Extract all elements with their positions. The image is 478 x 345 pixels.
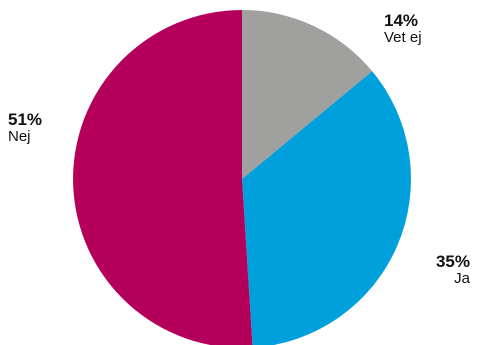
slice-value-nej: 51% [8,110,43,129]
slice-name-ja: Ja [454,269,470,287]
slice-name-nej: Nej [8,127,31,145]
slice-value-ja: 35% [435,252,470,271]
pie-slice-ja [242,71,412,345]
slice-name-vet-ej: Vet ej [384,28,422,46]
slice-label-ja: 35% Ja [436,253,470,287]
pie-slice-vet-ej [242,10,373,179]
slice-label-vet-ej: 14% Vet ej [384,12,422,46]
slice-value-vet-ej: 14% [384,11,419,30]
pie-slice-nej [73,10,253,345]
slice-label-nej: 51% Nej [8,111,42,145]
